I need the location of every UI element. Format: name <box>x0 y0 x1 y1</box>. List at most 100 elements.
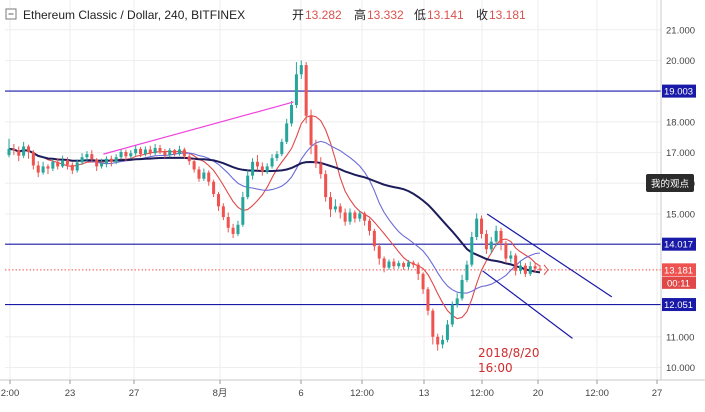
candle-body <box>246 175 250 198</box>
candles <box>7 60 542 351</box>
candle-body <box>494 230 498 242</box>
close-value: 13.181 <box>489 8 526 22</box>
last-price-label: 13.181 <box>664 265 693 276</box>
candle-body <box>17 150 21 156</box>
candle-body <box>523 265 527 274</box>
candle-body <box>406 262 410 267</box>
annotation-time: 16:00 <box>478 361 513 375</box>
candle-body <box>509 255 513 259</box>
candle-body <box>533 266 537 269</box>
candle-body <box>153 147 157 154</box>
candle-body <box>182 149 186 157</box>
candle-body <box>255 161 259 167</box>
candle-body <box>177 149 182 155</box>
candle-body <box>294 74 298 106</box>
candle-body <box>236 224 240 234</box>
my-view-label: 我的观点 <box>651 178 690 190</box>
candle-body <box>382 258 386 268</box>
my-view-tag[interactable]: 我的观点 <box>646 174 694 192</box>
time-axis[interactable]: 2:00 23 27 8月 6 12:00 13 12:00 20 12:00 27 <box>1 380 663 399</box>
current-marker-icon <box>543 264 549 276</box>
trendline-channel-upper <box>486 213 613 298</box>
candle-body <box>290 105 294 124</box>
candle-body <box>441 339 445 345</box>
candle-body <box>475 218 479 238</box>
candle-body <box>372 230 376 247</box>
candle-body <box>65 160 69 165</box>
y-tick-label: 17.000 <box>666 148 695 159</box>
candle-body <box>168 150 172 156</box>
low-value: 13.141 <box>427 8 464 22</box>
candle-body <box>460 280 464 299</box>
x-tick-label: 12:00 <box>350 388 374 399</box>
candle-body <box>465 264 469 281</box>
level-tag <box>662 84 696 98</box>
x-tick-label: 23 <box>65 388 76 399</box>
grid <box>5 0 661 380</box>
candle-body <box>519 265 523 271</box>
level-tag-label: 12.051 <box>664 300 693 311</box>
candle-body <box>226 217 230 228</box>
candle-body <box>270 158 274 167</box>
candle-body <box>46 166 50 169</box>
candle-body <box>95 159 99 167</box>
x-tick-label: 12:00 <box>585 388 609 399</box>
candle-body <box>402 263 406 267</box>
candle-body <box>333 206 337 210</box>
y-tick-label: 15.000 <box>666 210 695 221</box>
candle-body <box>392 261 396 267</box>
annotation-date: 2018/8/20 <box>478 346 540 360</box>
candle-body <box>12 148 16 151</box>
candle-body <box>41 166 45 173</box>
candle-body <box>416 264 420 274</box>
y-tick-label: 11.000 <box>666 332 694 343</box>
candle-body <box>319 163 323 175</box>
level-tag <box>662 237 696 251</box>
countdown-tag <box>662 276 696 289</box>
candle-body <box>216 194 220 207</box>
candle-body <box>358 213 362 219</box>
candle-body <box>484 233 488 250</box>
candle-body <box>538 268 542 270</box>
horizontal-levels <box>5 90 661 306</box>
candle-body <box>109 158 113 162</box>
candle-body <box>275 154 279 159</box>
candle-body <box>363 213 367 221</box>
candle-body <box>202 172 206 179</box>
trendline-channel-lower <box>482 270 573 339</box>
y-tick-label: 10.000 <box>666 363 695 374</box>
candle-body <box>377 246 381 259</box>
candle-body <box>192 161 196 170</box>
countdown-label: 00:11 <box>667 278 690 289</box>
x-tick-label: 20 <box>533 388 544 399</box>
candle-body <box>241 197 245 225</box>
high-label: 高 <box>354 7 366 22</box>
candle-body <box>314 144 318 164</box>
candle-body <box>104 158 108 164</box>
candle-body <box>114 157 118 162</box>
open-label: 开 <box>292 8 304 22</box>
x-tick-label: 8月 <box>213 388 228 399</box>
level-tag-label: 14.017 <box>664 240 693 251</box>
price-tags: 19.003 14.017 12.051 13.181 00:11 <box>543 84 696 312</box>
candle-body <box>348 212 352 222</box>
candle-body <box>426 289 430 311</box>
x-tick-label: 27 <box>652 388 663 399</box>
x-tick-label: 12:00 <box>470 388 494 399</box>
candle-body <box>528 266 532 274</box>
candle-body <box>7 148 11 156</box>
candle-body <box>75 162 79 171</box>
candle-body <box>480 218 484 234</box>
candle-body <box>61 160 65 167</box>
trendline-pink <box>103 101 294 155</box>
candle-body <box>489 241 493 250</box>
candle-body <box>251 161 255 176</box>
chart-header: Ethereum Classic / Dollar, 240, BITFINEX… <box>5 7 526 22</box>
y-tick-label: 18.000 <box>666 117 695 128</box>
x-tick-label: 6 <box>298 388 303 399</box>
close-label: 收 <box>476 8 488 22</box>
candle-body <box>387 261 391 268</box>
candle-body <box>343 212 347 222</box>
